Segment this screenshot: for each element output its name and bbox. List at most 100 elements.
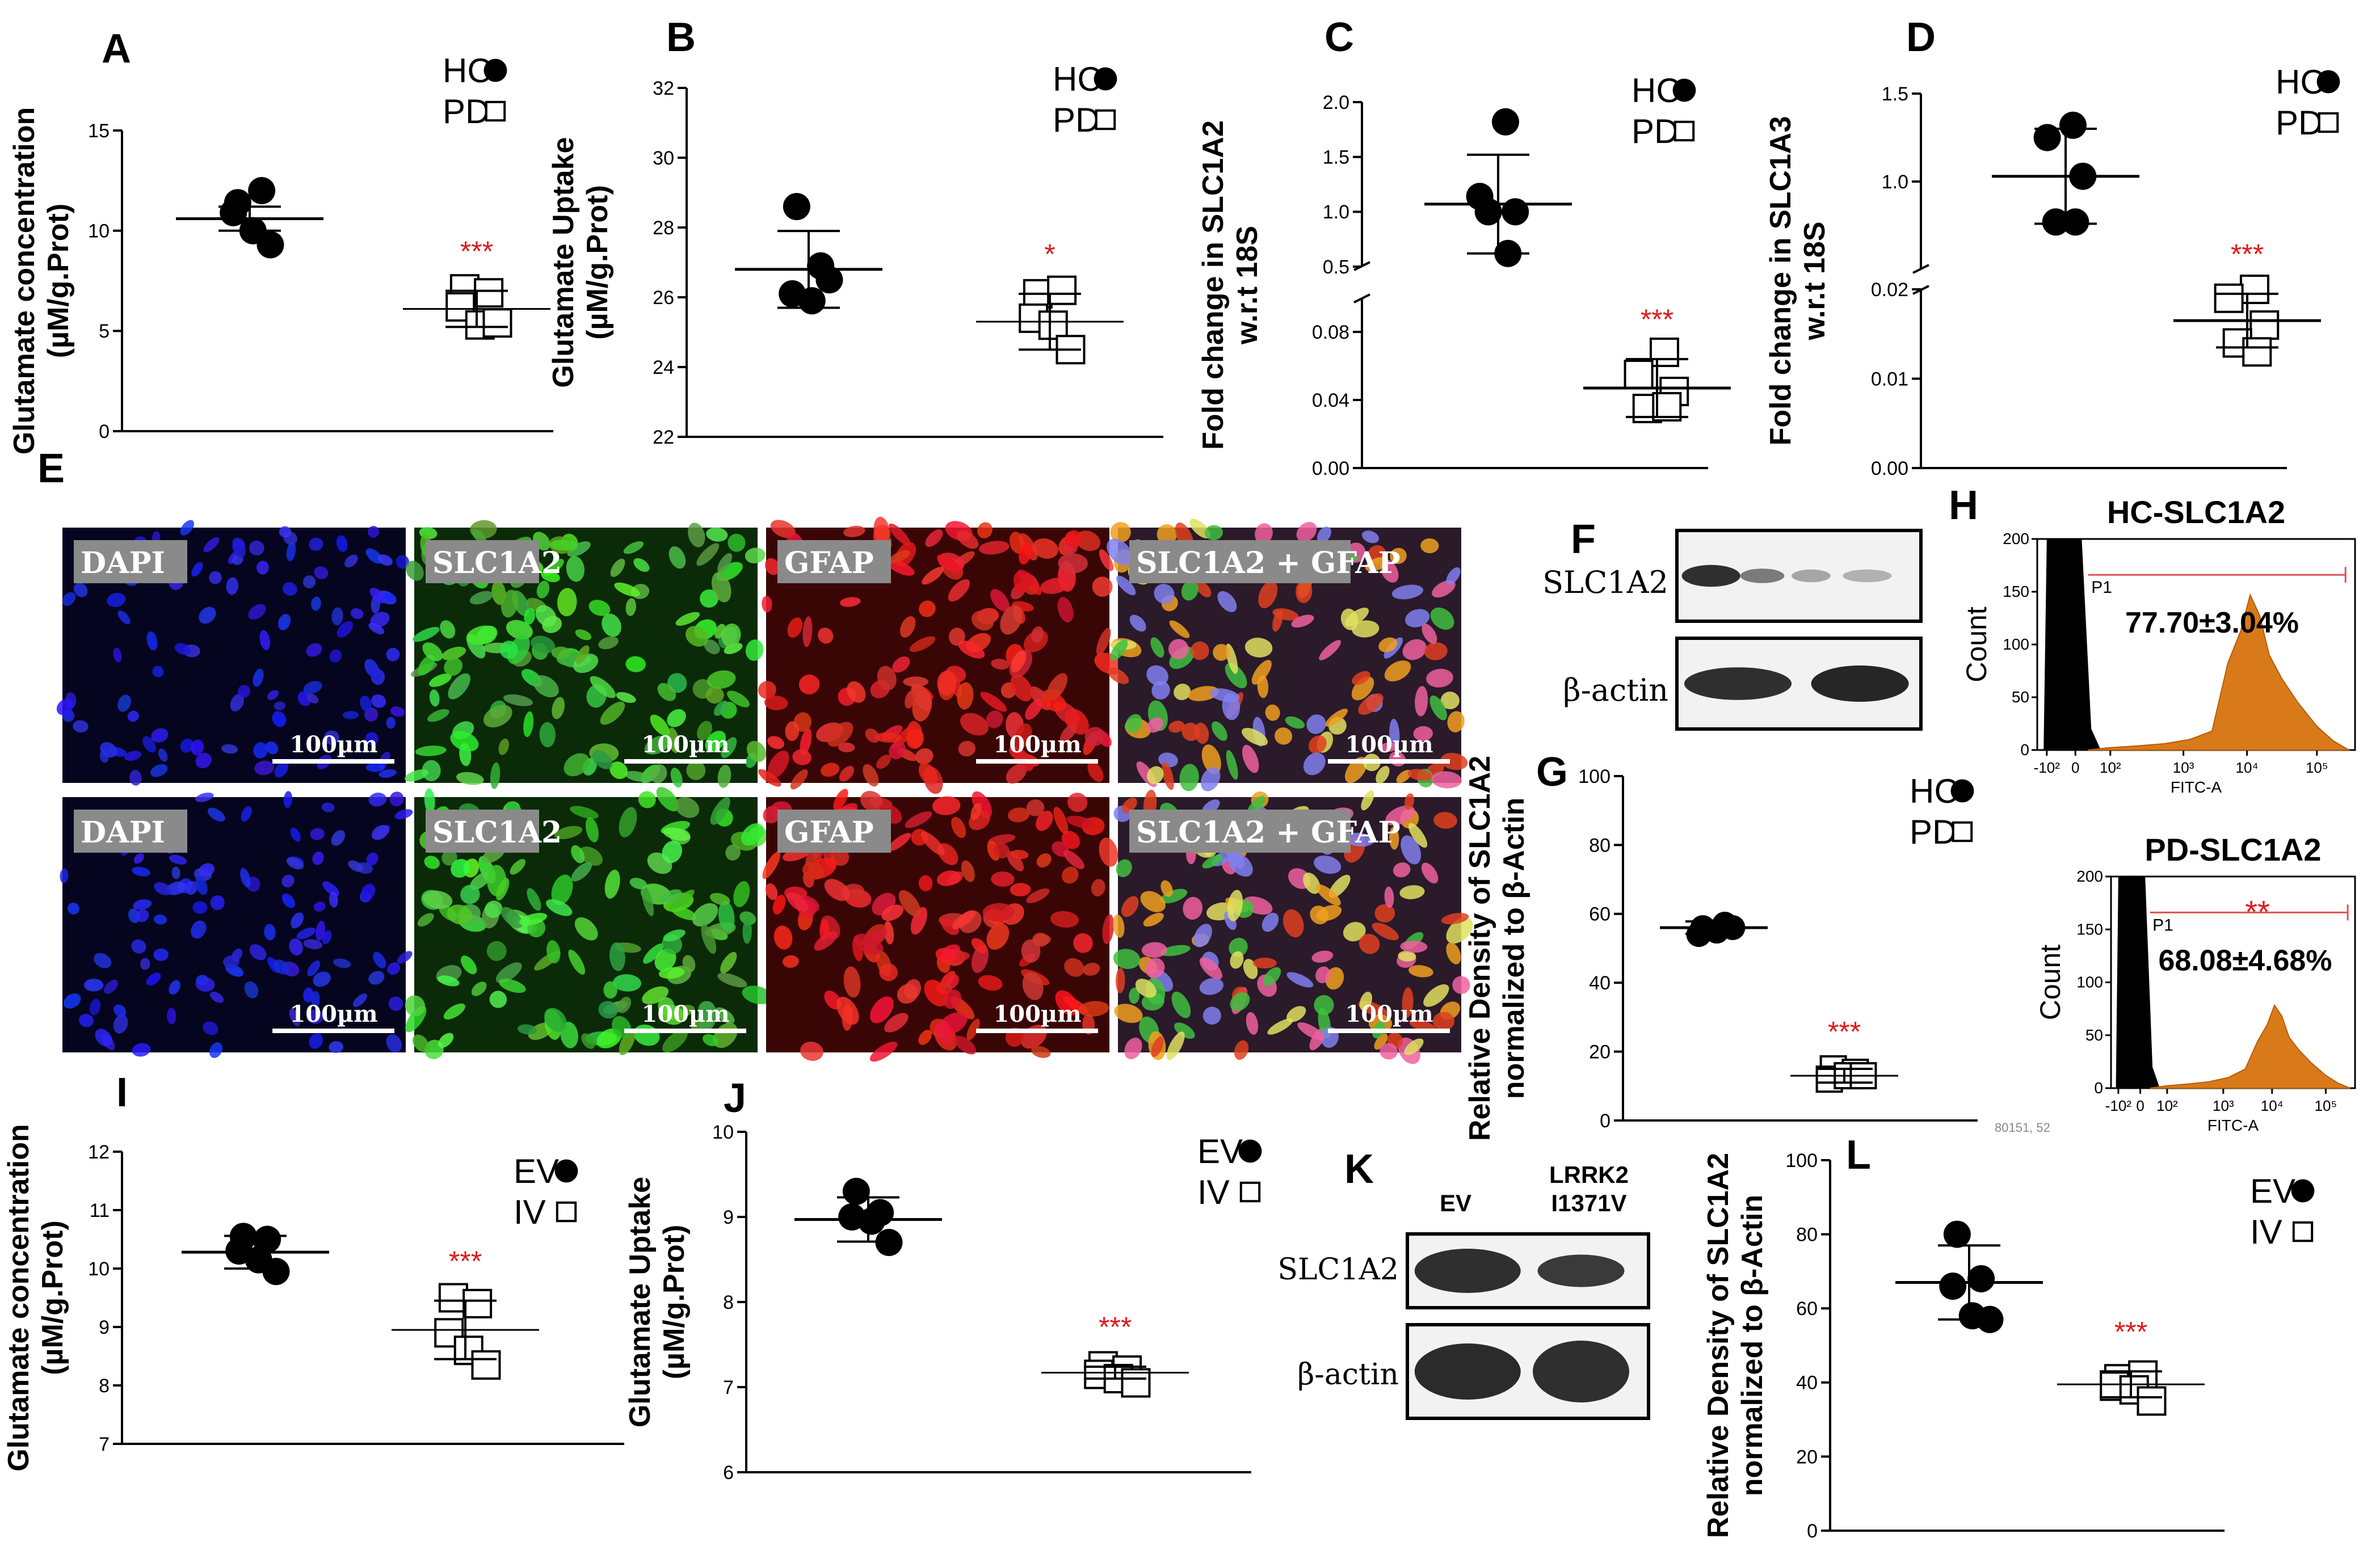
blot-band: [1792, 569, 1831, 583]
cell-blob: [602, 613, 621, 637]
cell-blob: [668, 546, 686, 569]
cell-blob: [158, 748, 168, 762]
cell-blob: [802, 616, 813, 647]
cell-blob: [438, 1033, 454, 1048]
cell-blob: [1376, 766, 1390, 784]
cell-blob: [316, 921, 325, 941]
cell-blob: [1007, 851, 1024, 871]
cell-blob: [1066, 815, 1095, 829]
cell-blob: [1440, 692, 1460, 710]
scale-bar: [976, 759, 1098, 764]
cell-blob: [107, 593, 126, 608]
cell-blob: [838, 742, 855, 752]
cell-blob: [978, 975, 1003, 991]
cell-blob: [1125, 714, 1142, 733]
cell-blob: [1191, 641, 1209, 660]
cell-blob: [386, 1034, 402, 1053]
cell-blob: [728, 533, 746, 552]
x-axis-label: FITC-A: [2207, 1117, 2259, 1134]
x-tick-label: 10⁵: [2315, 1097, 2337, 1114]
cell-blob: [371, 668, 381, 681]
cell-blob: [839, 597, 861, 607]
cell-blob: [739, 911, 756, 925]
cell-blob: [721, 737, 737, 759]
cell-blob: [142, 736, 156, 753]
y-tick-label: 100: [1785, 1150, 1818, 1172]
cell-blob: [1402, 639, 1427, 660]
cell-blob: [1150, 637, 1164, 658]
cell-blob: [1421, 862, 1439, 884]
cell-blob: [203, 537, 220, 553]
cell-blob: [1399, 885, 1425, 900]
cell-blob: [1440, 752, 1468, 770]
cell-blob: [499, 641, 518, 659]
y-tick-label: 0: [1807, 1520, 1818, 1542]
cell-blob: [124, 751, 142, 761]
cell-blob: [772, 895, 786, 915]
y-tick-label: 8: [99, 1375, 110, 1397]
cell-blob: [1199, 978, 1223, 995]
legend-label: PD: [2276, 104, 2323, 142]
y-axis-label-line: Glutamate concentration: [8, 107, 41, 455]
cell-blob: [717, 553, 733, 573]
blot-band: [1681, 564, 1740, 587]
legend-label: EV: [514, 1152, 559, 1190]
cell-blob: [860, 791, 883, 811]
y-axis-label-line: (µM/g.Prot): [36, 1220, 69, 1375]
cell-blob: [290, 827, 301, 842]
cell-blob: [309, 1033, 323, 1049]
cell-blob: [498, 738, 509, 755]
cell-blob: [1391, 584, 1424, 600]
cell-blob: [613, 974, 641, 992]
cell-blob: [746, 740, 766, 762]
cell-blob: [283, 791, 293, 808]
cell-blob: [296, 928, 316, 940]
cell-blob: [1389, 718, 1400, 750]
cell-blob: [557, 588, 577, 617]
cell-blob: [1432, 1012, 1455, 1031]
cell-blob: [937, 554, 962, 574]
cell-blob: [1393, 862, 1411, 878]
cell-blob: [1251, 660, 1272, 685]
cell-blob: [291, 912, 304, 929]
cell-blob: [721, 623, 741, 647]
cell-blob: [1181, 580, 1199, 601]
y-tick-label: 100: [2076, 974, 2103, 991]
cell-blob: [764, 696, 788, 710]
cell-blob: [1272, 609, 1283, 632]
cell-blob: [546, 940, 561, 964]
cell-blob: [554, 825, 583, 840]
cell-blob: [879, 963, 898, 981]
cell-blob: [195, 793, 214, 802]
cell-blob: [1361, 790, 1374, 811]
cell-blob: [1380, 742, 1398, 752]
y-axis-label: Fold change in SLC1A2 w.r.t 18S: [1197, 120, 1264, 450]
cell-blob: [486, 941, 507, 961]
cell-blob: [925, 529, 943, 547]
cell-blob: [1217, 591, 1237, 612]
cell-blob: [519, 913, 548, 926]
cell-blob: [1317, 526, 1331, 544]
cell-blob: [783, 955, 799, 968]
cell-blob: [1319, 640, 1342, 660]
cell-blob: [1113, 915, 1125, 938]
cell-blob: [685, 626, 709, 647]
cell-blob: [448, 673, 470, 700]
cell-blob: [95, 1029, 112, 1047]
y-tick-label: 0: [2094, 1079, 2103, 1097]
data-point-filled-circle: [857, 1207, 885, 1235]
cell-blob: [585, 817, 599, 842]
cell-blob: [870, 996, 894, 1023]
data-point-open-square: [462, 1288, 493, 1318]
cell-blob: [574, 917, 598, 941]
significance-stars: ***: [460, 235, 493, 267]
chart-H2: PD-SLC1A2 0 50 100 150 200 Count -10² 0 10² 10³ 10⁴…: [2034, 832, 2356, 1134]
cell-blob: [174, 643, 191, 655]
cell-blob: [1174, 1022, 1195, 1039]
cell-blob: [742, 919, 752, 944]
cell-blob: [670, 768, 683, 788]
cell-blob: [937, 671, 956, 696]
data-point-filled-circle: [1491, 108, 1519, 136]
panel-letter-L: L: [1846, 1132, 1871, 1178]
